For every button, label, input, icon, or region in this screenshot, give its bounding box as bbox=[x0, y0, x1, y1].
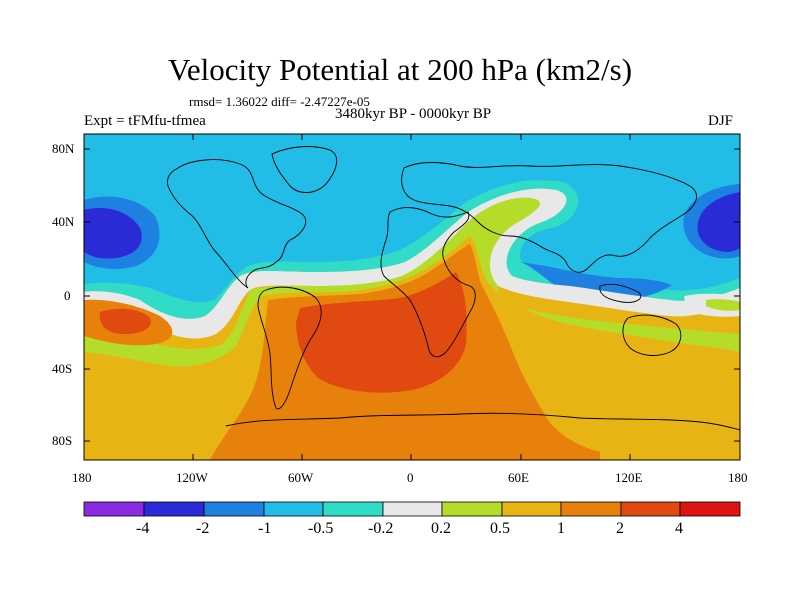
south-america-coast bbox=[257, 286, 322, 410]
stats-label: rmsd= 1.36022 diff= -2.47227e-05 bbox=[189, 94, 370, 109]
colorbar-swatch-10 bbox=[620, 501, 681, 517]
colorbar-label-4: -0.5 bbox=[308, 520, 334, 537]
lat-label-40n: 40N bbox=[52, 214, 75, 229]
colorbar-label-2: -2 bbox=[196, 520, 210, 537]
lon-label-120w: 120W bbox=[176, 470, 208, 485]
contour-neg-2-wio bbox=[520, 262, 672, 302]
lon-label-120e: 120E bbox=[615, 470, 643, 485]
contour-pos-2-pacific bbox=[99, 308, 151, 334]
colorbar-swatch-1 bbox=[83, 501, 145, 517]
colorbar-label-1: -4 bbox=[136, 520, 150, 537]
colorbar-swatch-8 bbox=[501, 501, 562, 517]
greenland-coast bbox=[271, 146, 338, 193]
colorbar-label-5: -0.2 bbox=[368, 520, 394, 537]
antarctica-coast bbox=[225, 412, 740, 431]
lon-label-180w: 180 bbox=[72, 470, 92, 485]
africa-coast bbox=[380, 207, 476, 358]
lon-label-180e: 180 bbox=[728, 470, 748, 485]
lat-label-80n: 80N bbox=[52, 141, 75, 156]
lat-label-40s: 40S bbox=[52, 361, 73, 376]
eurasia-coast bbox=[401, 162, 697, 273]
colorbar-swatch-2 bbox=[143, 501, 205, 517]
colorbar-label-7: 0.5 bbox=[490, 520, 510, 537]
experiment-label: Expt = tFMfu-tfmea bbox=[84, 113, 206, 129]
map-frame bbox=[83, 133, 741, 461]
contour-pos-eastpacific bbox=[706, 299, 740, 311]
australia-coast bbox=[622, 314, 682, 356]
colorbar-swatch-11 bbox=[679, 501, 741, 517]
contour-neg-4-eastpacific bbox=[697, 192, 740, 252]
lon-label-60e: 60E bbox=[508, 470, 529, 485]
season-label: DJF bbox=[708, 113, 734, 129]
lat-label-80s: 80S bbox=[52, 433, 73, 448]
map-title: Velocity Potential at 200 hPa (km2/s) bbox=[167, 52, 633, 87]
period-label: 3480kyr BP - 0000kyr BP bbox=[334, 106, 492, 122]
lat-label-equator: 0 bbox=[64, 288, 71, 303]
colorbar-label-9: 2 bbox=[616, 520, 624, 537]
contour-zero-band bbox=[84, 188, 740, 339]
colorbar-swatch-4 bbox=[263, 501, 324, 517]
colorbar-swatch-5 bbox=[322, 501, 384, 517]
colorbar bbox=[83, 501, 741, 517]
colorbar-label-3: -1 bbox=[258, 520, 272, 537]
lon-label-0: 0 bbox=[407, 470, 414, 485]
contour-field bbox=[84, 134, 740, 460]
colorbar-swatch-3 bbox=[203, 501, 265, 517]
coastlines bbox=[167, 146, 740, 431]
colorbar-swatch-6 bbox=[382, 501, 443, 517]
colorbar-label-6: 0.2 bbox=[431, 520, 451, 537]
contour-neg-4-pacific bbox=[84, 208, 142, 259]
contour-pos-2-atlantic bbox=[296, 272, 467, 393]
axis-ticks bbox=[84, 134, 740, 460]
north-america-coast bbox=[167, 159, 307, 289]
indonesia-coast bbox=[599, 283, 642, 303]
colorbar-label-8: 1 bbox=[557, 520, 565, 537]
colorbar-swatch-9 bbox=[560, 501, 622, 517]
colorbar-label-10: 4 bbox=[675, 520, 683, 537]
colorbar-swatch-7 bbox=[441, 501, 503, 517]
lon-label-60w: 60W bbox=[288, 470, 314, 485]
